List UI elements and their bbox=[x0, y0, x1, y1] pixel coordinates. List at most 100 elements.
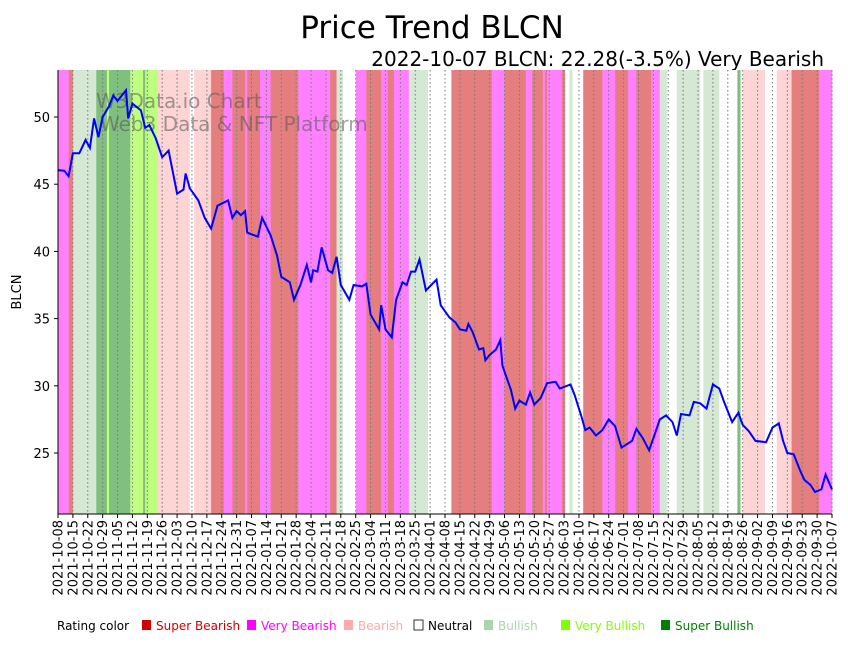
rating-band-vbear bbox=[602, 70, 616, 514]
rating-band-vbear bbox=[542, 70, 546, 514]
x-tick-label: 2021-11-05 bbox=[111, 520, 126, 596]
rating-band-bull bbox=[659, 70, 668, 514]
x-tick-label: 2022-09-09 bbox=[766, 520, 781, 596]
rating-band-vbear bbox=[298, 70, 318, 514]
x-tick-label: 2022-05-27 bbox=[543, 520, 558, 596]
x-tick-label: 2022-07-29 bbox=[677, 520, 692, 596]
rating-band-neutral bbox=[765, 70, 778, 514]
x-tick-label: 2022-04-08 bbox=[439, 520, 454, 596]
x-tick-label: 2022-08-05 bbox=[692, 520, 707, 596]
rating-band-vbear bbox=[355, 70, 367, 514]
x-tick-label: 2021-12-31 bbox=[230, 520, 245, 596]
y-tick-label: 30 bbox=[33, 380, 50, 395]
rating-band-sbear bbox=[247, 70, 261, 514]
legend-label-neutral: Neutral bbox=[428, 619, 472, 633]
rating-band-sbear bbox=[211, 70, 225, 514]
x-tick-label: 2022-05-06 bbox=[498, 520, 513, 596]
x-tick-label: 2022-08-19 bbox=[721, 520, 736, 596]
rating-band-bull bbox=[336, 70, 344, 514]
rating-band-sbull bbox=[109, 70, 131, 514]
legend-swatch-sbear bbox=[142, 620, 151, 630]
rating-band-sbear bbox=[636, 70, 652, 514]
rating-band-bull bbox=[676, 70, 701, 514]
rating-band-vbull bbox=[130, 70, 144, 514]
rating-band-sbull bbox=[143, 70, 146, 514]
rating-band-sbear bbox=[451, 70, 493, 514]
x-tick-label: 2022-01-21 bbox=[275, 520, 290, 596]
x-tick-label: 2022-04-01 bbox=[424, 520, 439, 596]
rating-band-sbear bbox=[532, 70, 544, 514]
x-tick-label: 2021-10-08 bbox=[52, 520, 67, 596]
rating-band-bull bbox=[408, 70, 429, 514]
x-tick-label: 2022-04-29 bbox=[483, 520, 498, 596]
price-line bbox=[57, 87, 833, 494]
x-tick-label: 2022-09-30 bbox=[811, 520, 826, 596]
x-tick-label: 2022-04-22 bbox=[468, 520, 483, 596]
rating-band-sbear bbox=[615, 70, 629, 514]
rating-band-vbear bbox=[245, 70, 248, 514]
rating-band-sbear bbox=[270, 70, 299, 514]
rating-band-vbear bbox=[58, 70, 69, 514]
rating-band-vbear bbox=[651, 70, 661, 514]
y-tick-label: 35 bbox=[33, 313, 50, 328]
rating-bands bbox=[58, 70, 833, 514]
x-tick-label: 2022-02-11 bbox=[319, 520, 334, 596]
rating-band-bear bbox=[742, 70, 766, 514]
chart-subtitle: 2022-10-07 BLCN: 22.28(-3.5%) Very Beari… bbox=[371, 47, 824, 71]
x-tick-label: 2022-08-12 bbox=[706, 520, 721, 596]
rating-band-vbear bbox=[393, 70, 410, 514]
legend-swatch-sbull bbox=[661, 620, 670, 630]
rating-band-neutral bbox=[572, 70, 584, 514]
x-tick-label: 2022-07-01 bbox=[617, 520, 632, 596]
x-tick-label: 2022-04-15 bbox=[453, 520, 468, 596]
x-tick-label: 2022-02-04 bbox=[305, 520, 320, 596]
watermark-line-1: W3Data.io Chart bbox=[96, 89, 262, 113]
rating-band-neutral bbox=[740, 70, 743, 514]
rating-band-sbear bbox=[68, 70, 74, 514]
chart-title: Price Trend BLCN bbox=[300, 10, 564, 46]
rating-band-vbear bbox=[491, 70, 505, 514]
x-tick-label: 2021-12-03 bbox=[171, 520, 186, 596]
legend-label-bear: Bearish bbox=[358, 619, 403, 633]
legend-label-vbull: Very Bullish bbox=[575, 619, 645, 633]
x-tick-label: 2022-08-26 bbox=[736, 520, 751, 596]
x-tick-label: 2022-06-17 bbox=[587, 520, 602, 596]
rating-band-vbear bbox=[260, 70, 271, 514]
rating-band-bear bbox=[194, 70, 212, 514]
y-tick-label: 25 bbox=[33, 447, 50, 462]
rating-band-vbear bbox=[317, 70, 331, 514]
y-tick-label: 40 bbox=[33, 245, 50, 260]
x-tick-label: 2022-07-15 bbox=[647, 520, 662, 596]
x-tick-label: 2022-06-24 bbox=[602, 520, 617, 596]
legend-label-sbear: Super Bearish bbox=[156, 619, 240, 633]
rating-band-sbull bbox=[96, 70, 108, 514]
rating-band-neutral bbox=[342, 70, 356, 514]
legend-label-bull: Bullish bbox=[498, 619, 538, 633]
x-tick-label: 2022-10-07 bbox=[826, 520, 841, 596]
rating-band-neutral bbox=[667, 70, 678, 514]
x-tick-label: 2021-12-24 bbox=[215, 520, 230, 596]
x-tick-label: 2022-09-02 bbox=[751, 520, 766, 596]
x-tick-label: 2022-01-14 bbox=[260, 520, 275, 596]
x-tick-label: 2022-05-13 bbox=[513, 520, 528, 596]
rating-band-neutral bbox=[427, 70, 452, 514]
x-tick-label: 2022-06-03 bbox=[558, 520, 573, 596]
rating-band-sbear bbox=[387, 70, 395, 514]
rating-band-vbull bbox=[145, 70, 159, 514]
rating-band-bull bbox=[72, 70, 97, 514]
y-axis-ticks: 25 30 35 40 45 50 bbox=[33, 111, 58, 462]
legend-label-sbull: Super Bullish bbox=[675, 619, 754, 633]
rating-band-vbear bbox=[525, 70, 533, 514]
rating-band-sbear bbox=[330, 70, 337, 514]
rating-band-vbear bbox=[627, 70, 637, 514]
x-tick-label: 2021-10-15 bbox=[66, 520, 81, 596]
x-tick-label: 2022-09-16 bbox=[781, 520, 796, 596]
legend-swatch-neutral bbox=[413, 619, 424, 631]
y-tick-label: 50 bbox=[33, 111, 50, 126]
rating-band-bear bbox=[157, 70, 191, 514]
rating-band-neutral bbox=[719, 70, 738, 514]
rating-band-vbull bbox=[106, 70, 110, 514]
rating-legend: Rating color Super Bearish Very Bearish Bea… bbox=[57, 619, 754, 633]
x-tick-label: 2022-01-28 bbox=[290, 520, 305, 596]
legend-swatch-vbear bbox=[247, 620, 256, 630]
